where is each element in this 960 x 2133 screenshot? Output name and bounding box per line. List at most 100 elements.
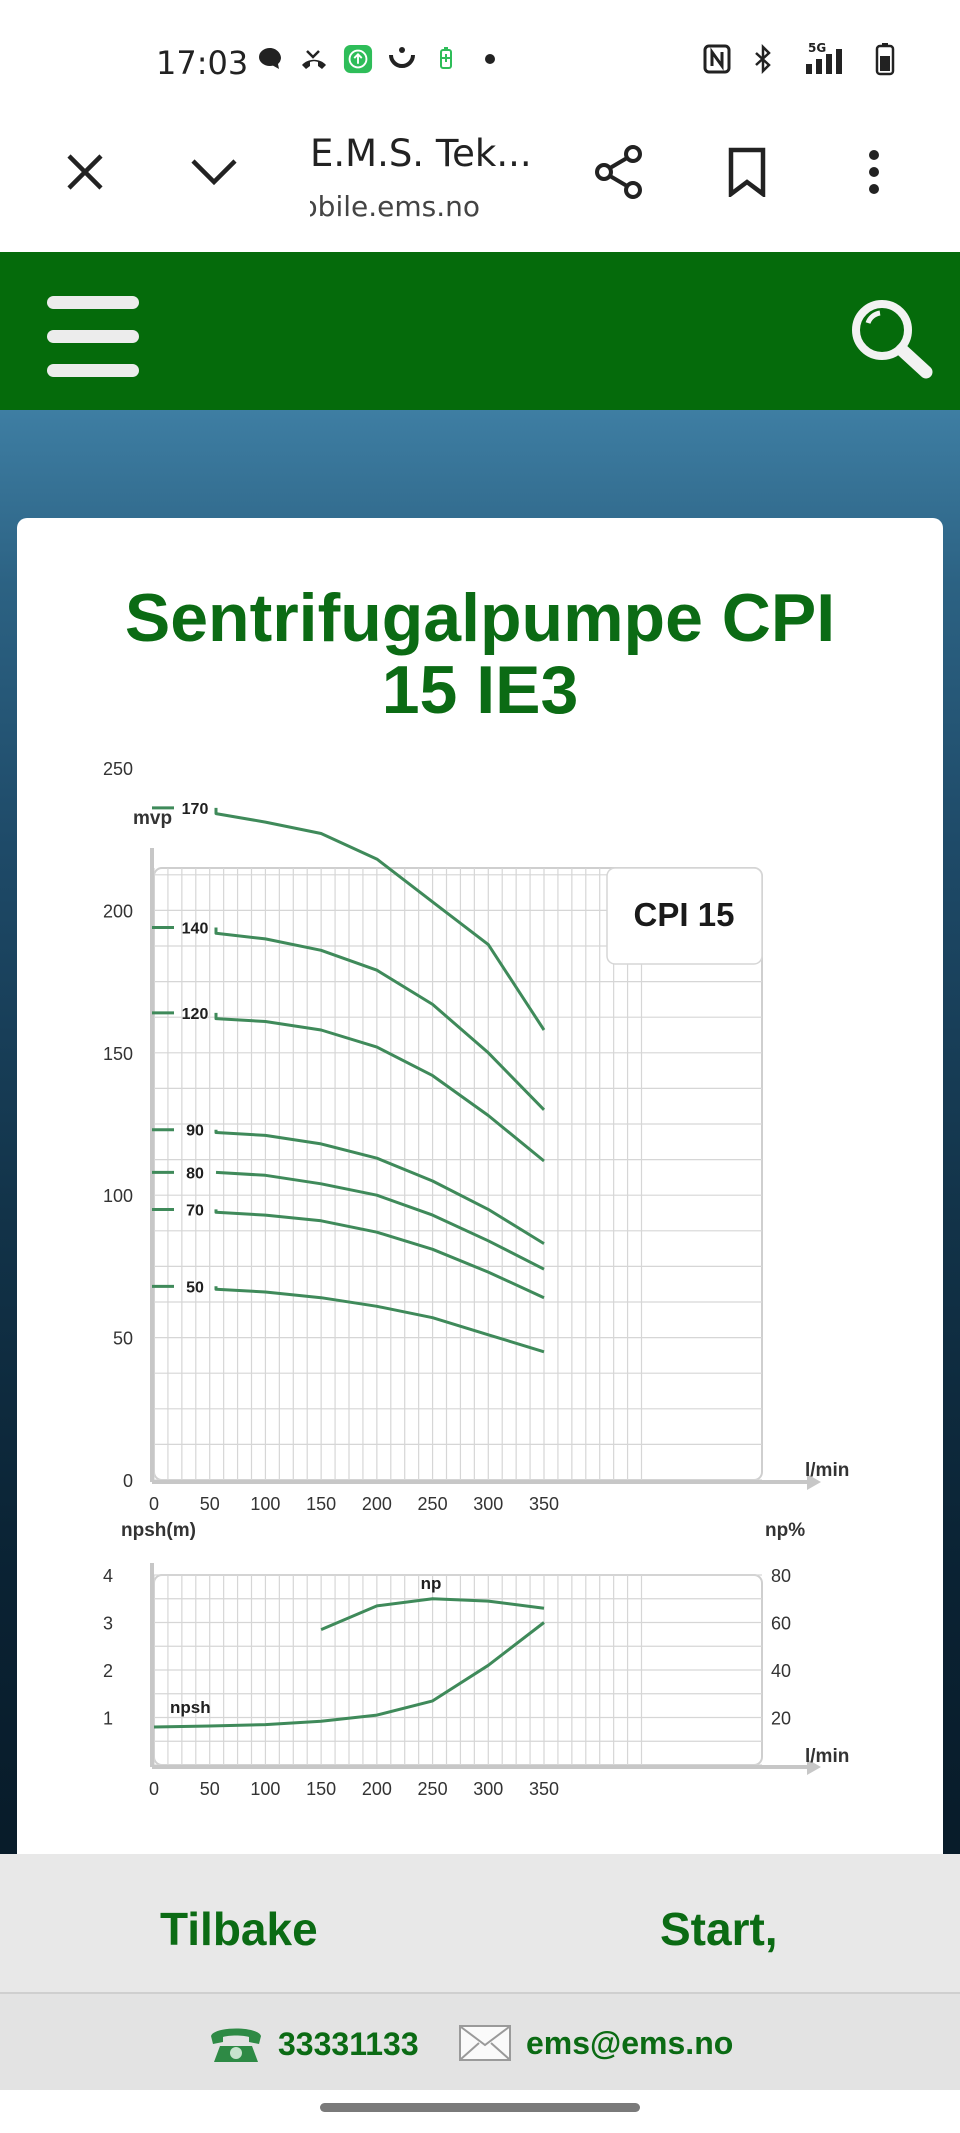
npsh-x-axis-arrow — [807, 1759, 821, 1775]
y-tick-label: 250 — [103, 759, 133, 779]
npsh-grid — [153, 1574, 763, 1766]
site-header — [0, 252, 960, 410]
npsh-x-tick-label: 50 — [200, 1779, 220, 1799]
network-type: 5G — [808, 42, 826, 55]
series-label: 70 — [186, 1202, 204, 1219]
more-vert-icon — [869, 150, 879, 194]
npsh-x-axis-label: l/min — [805, 1746, 849, 1767]
npsh-labels: npsh(m) np% l/min 1 2 3 4 20 40 60 80 0 50 100 150 200 2… — [103, 1520, 849, 1799]
battery-saver-icon — [431, 44, 461, 74]
npsh-y-tick-label: 4 — [103, 1566, 113, 1586]
series-np-label: np — [421, 1574, 442, 1593]
main-labels: CPI 15 mvp l/min 0 50 100 150 200 250 0 50 100 150 20… — [103, 759, 849, 1514]
y-tick-label: 0 — [123, 1471, 133, 1491]
series-170-line — [214, 807, 546, 1031]
address-url[interactable]: mobile.ems.no — [310, 190, 480, 223]
series-80-line — [215, 1170, 545, 1271]
main-axes — [150, 848, 821, 1490]
share-button[interactable] — [587, 140, 651, 204]
search-button[interactable] — [848, 296, 934, 382]
x-tick-label: 150 — [306, 1494, 336, 1514]
email-link[interactable]: ems@ems.no — [458, 2022, 733, 2064]
phone-link[interactable]: 33331133 — [208, 2022, 419, 2066]
x-tick-label: 350 — [529, 1494, 559, 1514]
series-90-line — [214, 1129, 545, 1245]
message-icon — [255, 44, 285, 74]
nfc-icon — [702, 44, 732, 74]
x-tick-label: 250 — [418, 1494, 448, 1514]
dot-icon — [475, 44, 505, 74]
series-np-line — [320, 1597, 545, 1631]
chevron-down-icon — [191, 159, 237, 186]
menu-button[interactable] — [47, 294, 139, 378]
minimize-button[interactable] — [182, 140, 246, 204]
home-gesture-pill[interactable] — [320, 2103, 640, 2112]
npsh-x-tick-label: 300 — [473, 1779, 503, 1799]
np-right-tick-label: 80 — [771, 1566, 791, 1586]
upload-icon — [343, 44, 373, 74]
npsh-series — [153, 1597, 545, 1729]
npsh-x-tick-label: 100 — [250, 1779, 280, 1799]
series-label: 80 — [186, 1165, 204, 1182]
phone-number: 33331133 — [278, 2025, 419, 2062]
main-series — [152, 806, 546, 1354]
main-grid — [153, 867, 763, 1481]
x-tick-label: 0 — [149, 1494, 159, 1514]
x-tick-label: 100 — [250, 1494, 280, 1514]
product-card: Sentrifugalpumpe CPI 15 IE3 CPI 15 mvp l/m… — [17, 518, 943, 1918]
x-tick-label: 50 — [200, 1494, 220, 1514]
more-options-button[interactable] — [842, 140, 906, 204]
series-140-line — [214, 927, 546, 1111]
npsh-x-tick-label: 200 — [362, 1779, 392, 1799]
chart-title: CPI 15 — [634, 896, 735, 933]
mail-icon — [459, 2025, 511, 2061]
bookmark-icon — [728, 147, 766, 197]
npsh-axes — [150, 1563, 821, 1775]
x-tick-label: 300 — [473, 1494, 503, 1514]
share-icon — [595, 145, 642, 199]
start-link[interactable]: Start, — [660, 1903, 778, 1955]
product-title-line2: 15 IE3 — [381, 652, 579, 728]
close-icon — [67, 154, 103, 190]
y-tick-label: 150 — [103, 1044, 133, 1064]
series-npsh-label: npsh — [170, 1698, 211, 1717]
y-axis-label: mvp — [133, 808, 172, 829]
x-tick-label: 200 — [362, 1494, 392, 1514]
series-npsh-line — [153, 1621, 545, 1729]
npsh-x-tick-label: 150 — [306, 1779, 336, 1799]
npsh-x-tick-label: 250 — [418, 1779, 448, 1799]
pump-curve-chart: CPI 15 mvp l/min 0 50 100 150 200 250 0 50 100 150 20… — [103, 759, 849, 1799]
back-link[interactable]: Tilbake — [160, 1903, 318, 1955]
series-70-line — [214, 1209, 545, 1300]
battery-icon — [870, 43, 900, 76]
gesture-bar — [0, 2090, 960, 2133]
series-50-line — [214, 1286, 545, 1354]
series-label: 170 — [182, 801, 209, 818]
series-120-line — [214, 1012, 545, 1163]
status-time: 17:03 — [156, 44, 249, 82]
signal-icon: 5G — [794, 42, 854, 74]
chart-title-box — [606, 867, 763, 965]
y-tick-label: 100 — [103, 1186, 133, 1206]
system-icons: 5G — [702, 42, 900, 76]
missed-call-icon — [299, 44, 329, 74]
bluetooth-icon — [748, 44, 778, 74]
close-tab-button[interactable] — [53, 140, 117, 204]
bookmark-button[interactable] — [715, 140, 779, 204]
y-tick-label: 200 — [103, 901, 133, 921]
x-axis-arrow — [807, 1474, 821, 1490]
series-label: 90 — [186, 1123, 204, 1140]
page-tab-title: E.M.S. Tek... — [310, 132, 532, 175]
npsh-x-tick-label: 350 — [529, 1779, 559, 1799]
npsh-x-tick-label: 0 — [149, 1779, 159, 1799]
search-icon — [852, 300, 933, 379]
phone-icon — [211, 2028, 261, 2062]
browser-toolbar: E.M.S. Tek... mobile.ems.no — [0, 110, 960, 252]
contact-bar: 33331133 ems@ems.no — [0, 1992, 960, 2090]
npsh-y-tick-label: 1 — [103, 1709, 113, 1729]
npsh-y-tick-label: 3 — [103, 1614, 113, 1634]
email-address: ems@ems.no — [526, 2024, 734, 2061]
series-label: 120 — [182, 1006, 209, 1023]
notification-icons — [255, 44, 505, 74]
product-title: Sentrifugalpumpe CPI 15 IE3 — [17, 582, 943, 726]
